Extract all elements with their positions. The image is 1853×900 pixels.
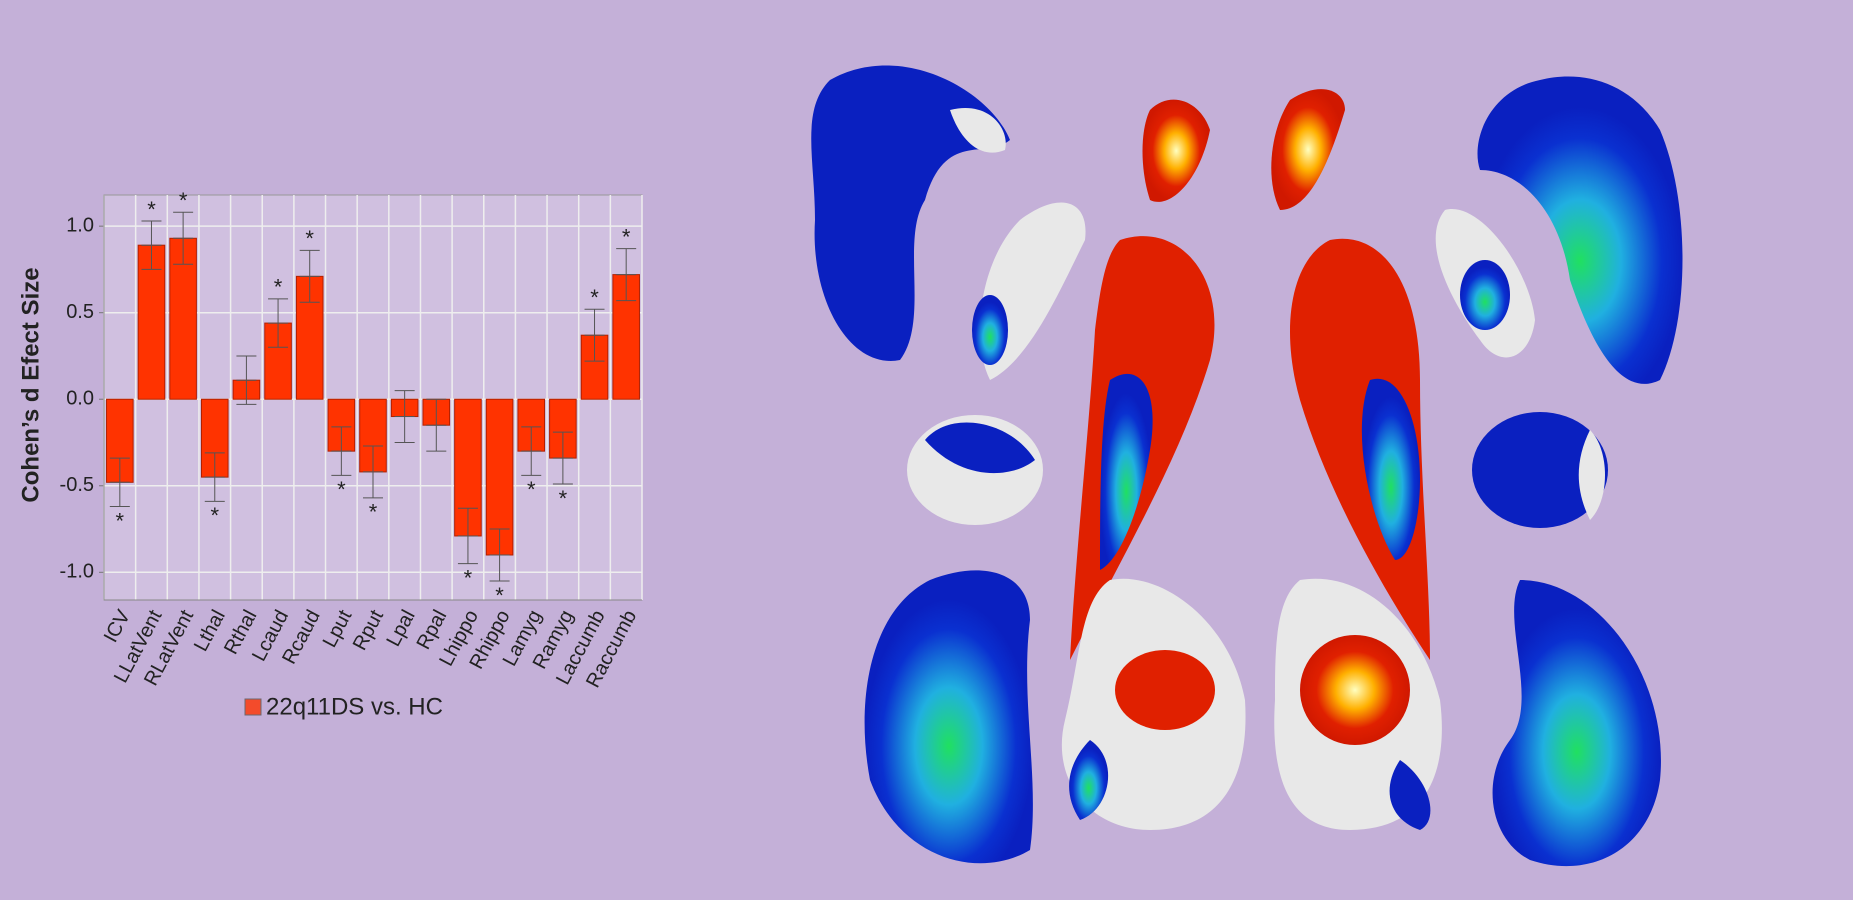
y-tick-label: 0.5 xyxy=(66,301,94,323)
significance-label: * xyxy=(622,224,631,249)
y-tick-label: 0.0 xyxy=(66,388,94,410)
y-tick-label: -1.0 xyxy=(60,561,94,583)
significance-label: * xyxy=(337,477,346,502)
significance-label: * xyxy=(274,275,283,300)
significance-label: * xyxy=(527,477,536,502)
y-tick-label: -0.5 xyxy=(60,474,94,496)
significance-label: * xyxy=(464,565,473,590)
y-axis-label: Cohen’s d Efect Size xyxy=(17,267,44,502)
significance-label: * xyxy=(495,583,504,608)
legend-label: 22q11DS vs. HC xyxy=(266,693,443,720)
y-tick-label: 1.0 xyxy=(66,214,94,236)
bar xyxy=(580,334,609,400)
significance-label: * xyxy=(179,188,188,213)
significance-label: * xyxy=(116,508,125,533)
significance-label: * xyxy=(210,503,219,528)
significance-label: * xyxy=(590,285,599,310)
significance-label: * xyxy=(305,226,314,251)
bar xyxy=(137,244,166,400)
significance-label: * xyxy=(369,500,378,525)
significance-label: * xyxy=(559,486,568,511)
bar xyxy=(169,237,197,400)
legend-swatch xyxy=(244,698,262,716)
brain-renderings xyxy=(811,65,1683,867)
significance-label: * xyxy=(147,197,156,222)
bar xyxy=(327,398,356,452)
